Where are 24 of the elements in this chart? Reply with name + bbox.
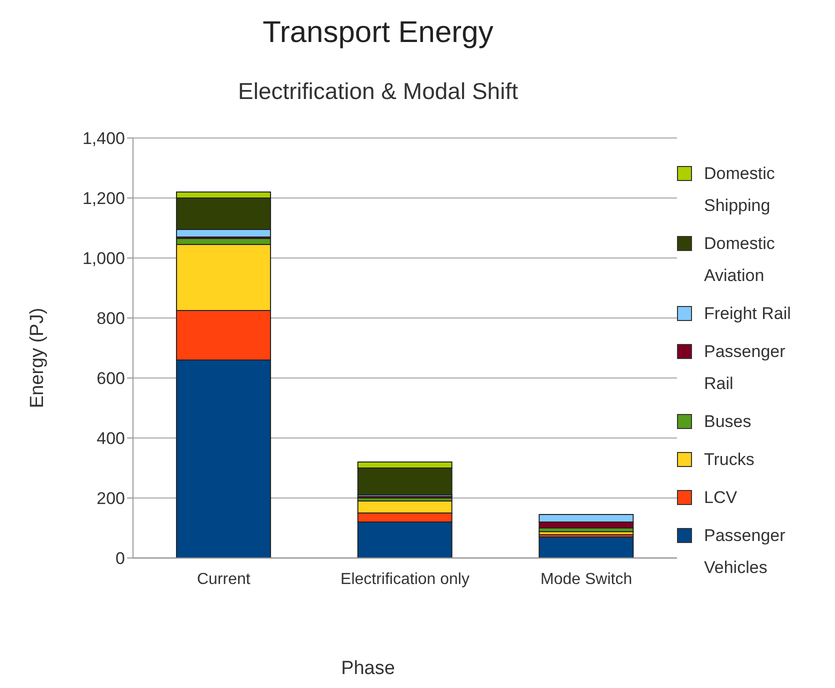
legend-label: Passenger Rail	[704, 341, 786, 395]
legend-label: Domestic Shipping	[704, 163, 776, 217]
x-axis-title: Phase	[340, 658, 396, 680]
chart-title: Transport Energy	[262, 16, 494, 50]
y-tick-label: 400	[96, 429, 125, 448]
legend-label: Domestic Aviation	[704, 233, 776, 287]
y-axis-title: Energy (PJ)	[27, 308, 49, 408]
y-tick-label: 600	[96, 369, 125, 388]
y-tick-label: 1,200	[82, 189, 125, 208]
legend-label: Trucks	[704, 449, 756, 471]
y-tick-label: 1,400	[82, 129, 125, 148]
legend-label: Buses	[704, 411, 752, 433]
legend-label: Passenger Vehicles	[704, 525, 786, 579]
bar	[538, 536, 634, 558]
x-tick-label: Mode Switch	[540, 571, 632, 588]
y-tick-label: 800	[96, 309, 125, 328]
x-tick-label: Electrification only	[340, 571, 470, 588]
y-tick-label: 1,000	[82, 249, 125, 268]
chart-subtitle: Electrification & Modal Shift	[237, 78, 519, 105]
legend-label: Freight Rail	[704, 303, 792, 325]
y-tick-label: 200	[96, 489, 125, 508]
y-tick-label: 0	[116, 549, 125, 568]
legend-label: LCV	[704, 487, 738, 509]
x-tick-label: Current	[196, 571, 251, 588]
